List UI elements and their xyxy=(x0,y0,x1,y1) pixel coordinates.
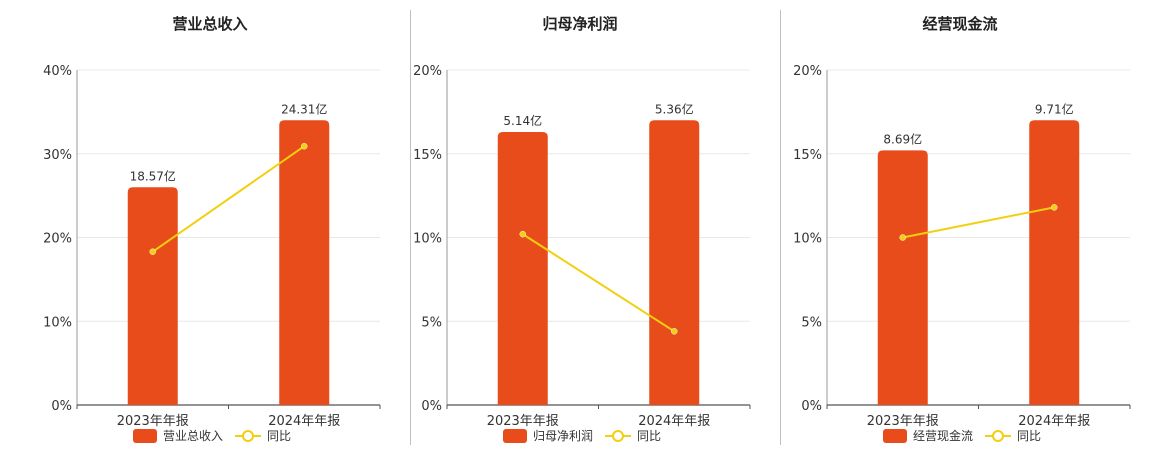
bar xyxy=(279,120,330,405)
y-tick-label: 5% xyxy=(801,315,822,330)
y-tick-label: 0% xyxy=(51,399,72,414)
panel-divider-1 xyxy=(410,10,411,445)
x-category-label: 2023年年报 xyxy=(487,414,559,429)
bar xyxy=(497,131,548,405)
x-category-label: 2024年年报 xyxy=(638,414,710,429)
legend-bar-swatch xyxy=(503,429,527,443)
yoy-point xyxy=(301,142,308,150)
y-tick-label: 10% xyxy=(793,232,822,247)
yoy-point xyxy=(149,248,156,255)
y-tick-label: 15% xyxy=(413,148,442,163)
y-tick-label: 20% xyxy=(793,64,822,79)
legend-bar-label: 营业总收入 xyxy=(163,429,223,443)
y-tick-label: 5% xyxy=(421,315,442,330)
yoy-point xyxy=(899,234,906,241)
yoy-line xyxy=(902,206,1055,239)
bar-value-label: 24.31亿 xyxy=(281,101,327,116)
yoy-line xyxy=(152,145,305,253)
bar xyxy=(127,187,178,405)
legend-line-marker xyxy=(612,430,624,442)
yoy-line xyxy=(522,233,675,333)
legend-bar-swatch xyxy=(883,429,907,443)
y-tick-label: 0% xyxy=(421,399,442,414)
y-tick-label: 10% xyxy=(413,232,442,247)
bar-value-label: 8.69亿 xyxy=(883,131,922,146)
y-tick-label: 15% xyxy=(793,148,822,163)
y-tick-label: 20% xyxy=(413,64,442,79)
bar xyxy=(649,120,700,405)
chart-panel-2: 归母净利润 0% 5% 10% 15% 20% 5.14亿 2023年年报 5.36亿 2024年… xyxy=(413,15,751,443)
bar-value-label: 18.57亿 xyxy=(130,168,176,183)
legend-line-marker xyxy=(242,430,254,442)
bar xyxy=(877,150,928,405)
x-category-label: 2023年年报 xyxy=(867,414,939,429)
legend-line-label: 同比 xyxy=(267,429,291,443)
chart-panel-1: 营业总收入 0% 10% 20% 30% 40% 18.57亿 2023年年报 24.31亿 20… xyxy=(43,15,381,443)
y-tick-label: 20% xyxy=(43,232,72,247)
x-category-label: 2023年年报 xyxy=(117,414,189,429)
legend-line-label: 同比 xyxy=(1017,429,1041,443)
legend-line-marker xyxy=(992,430,1004,442)
y-tick-label: 40% xyxy=(43,64,72,79)
yoy-point xyxy=(519,230,526,238)
bar xyxy=(1029,120,1080,405)
panel-divider-2 xyxy=(780,10,781,445)
legend-bar-swatch xyxy=(133,429,157,443)
bar-value-label: 5.36亿 xyxy=(655,101,694,116)
bar-value-label: 5.14亿 xyxy=(503,113,542,128)
legend-bar-label: 归母净利润 xyxy=(533,429,593,443)
y-tick-label: 30% xyxy=(43,148,72,163)
yoy-point xyxy=(1051,204,1058,211)
chart-title: 经营现金流 xyxy=(922,15,997,33)
yoy-point xyxy=(671,328,678,335)
legend-bar-label: 经营现金流 xyxy=(913,428,973,443)
chart-title: 营业总收入 xyxy=(172,15,247,33)
y-tick-label: 0% xyxy=(801,399,822,414)
legend-line-label: 同比 xyxy=(637,429,661,443)
chart-panel-3: 经营现金流 0% 5% 10% 15% 20% 8.69亿 2023年年报 9.71亿 2024年… xyxy=(793,15,1131,443)
x-category-label: 2024年年报 xyxy=(1018,414,1090,429)
bar-value-label: 9.71亿 xyxy=(1035,101,1074,116)
y-tick-label: 10% xyxy=(43,315,72,330)
x-category-label: 2024年年报 xyxy=(268,414,340,429)
chart-title: 归母净利润 xyxy=(542,15,617,33)
